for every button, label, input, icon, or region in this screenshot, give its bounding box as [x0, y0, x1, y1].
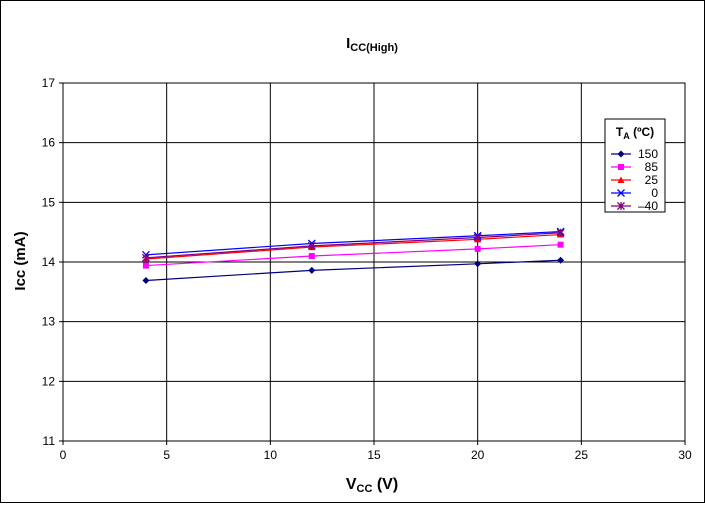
- y-tick-label: 11: [43, 434, 56, 448]
- y-tick-label: 17: [42, 76, 56, 90]
- legend-title: TA (ºC): [616, 125, 654, 141]
- x-tick-label: 30: [678, 448, 692, 462]
- data-point-85: [557, 241, 564, 248]
- x-tick-label: 20: [471, 448, 485, 462]
- legend-label: 0: [651, 186, 658, 200]
- x-tick-label: 0: [60, 448, 67, 462]
- data-point-85: [474, 245, 481, 252]
- y-tick-label: 14: [42, 255, 56, 269]
- x-tick-label: 15: [367, 448, 381, 462]
- series-line-0: [145, 230, 561, 256]
- data-point-85: [142, 262, 149, 269]
- data-point-–40: [473, 233, 482, 242]
- legend-label: 85: [645, 160, 659, 174]
- legend-label: –40: [638, 199, 658, 213]
- legend-label: 150: [638, 147, 658, 161]
- y-axis-label: Icc (mA): [12, 231, 29, 290]
- tick-labels: 11 12 13 14 15 16 17 0 5 10 15 20 25 30: [42, 76, 692, 462]
- series-line-25: [145, 233, 561, 260]
- data-point-150: [474, 260, 482, 268]
- series-line-85: [145, 244, 561, 267]
- y-tick-label: 15: [42, 195, 56, 209]
- legend-marker: [617, 150, 625, 158]
- series-group: [141, 227, 565, 284]
- x-tick-label: 10: [264, 448, 278, 462]
- grid: [59, 82, 686, 445]
- legend-label: 25: [645, 173, 659, 187]
- legend-marker: [617, 189, 625, 197]
- series-line-–40: [145, 232, 561, 259]
- series-line-150: [145, 259, 561, 282]
- chart-title: ICC(High): [346, 35, 398, 54]
- x-axis-label: VCC (V): [346, 476, 398, 495]
- data-point-150: [308, 266, 316, 274]
- legend-marker: [617, 176, 625, 183]
- data-point-–40: [141, 253, 150, 262]
- legend-box: [604, 118, 666, 213]
- y-tick-label: 12: [42, 374, 56, 388]
- data-point-–40: [307, 241, 316, 250]
- data-point-150: [142, 276, 150, 284]
- data-point-–40: [556, 228, 565, 237]
- data-point-150: [557, 256, 565, 264]
- x-tick-label: 5: [163, 448, 170, 462]
- y-tick-label: 16: [42, 136, 56, 150]
- legend-marker: [617, 202, 625, 210]
- y-tick-label: 13: [42, 315, 56, 329]
- x-tick-label: 25: [575, 448, 589, 462]
- data-point-85: [308, 253, 315, 260]
- legend-marker: [618, 164, 624, 170]
